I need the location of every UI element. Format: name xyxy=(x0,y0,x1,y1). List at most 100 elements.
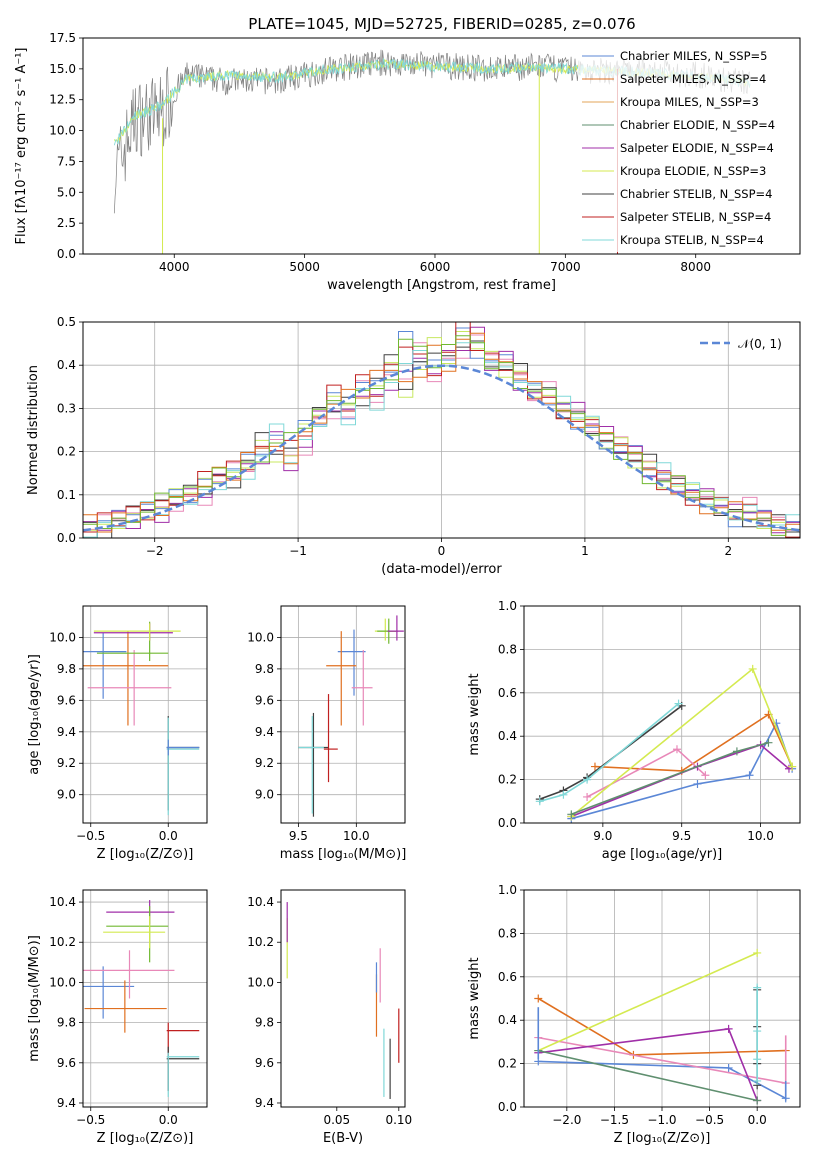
y-tick-label: 9.2 xyxy=(57,756,76,770)
y-tick-label: 0.0 xyxy=(57,531,76,545)
y-tick-label: 9.6 xyxy=(57,1056,76,1070)
y-tick-label: 9.0 xyxy=(255,788,274,802)
y-tick-label: 1.0 xyxy=(498,599,517,613)
x-axis-label: E(B-V) xyxy=(323,1131,363,1146)
y-tick-label: 0.4 xyxy=(57,358,76,372)
plot-area xyxy=(83,621,200,816)
x-tick-label: −0.5 xyxy=(76,1113,105,1127)
x-tick-label: −1.5 xyxy=(600,1113,629,1127)
y-tick-label: 10.4 xyxy=(247,895,274,909)
histogram-series xyxy=(83,335,800,536)
y-tick-label: 17.5 xyxy=(49,31,76,45)
gaussian-curve xyxy=(83,364,800,532)
y-tick-label: 0.0 xyxy=(57,247,76,261)
y-tick-label: 9.2 xyxy=(255,756,274,770)
legend: Chabrier MILES, N_SSP=5 Salpeter MILES, N… xyxy=(578,42,794,252)
plot-area xyxy=(298,615,404,817)
weight-marker xyxy=(753,1055,762,1064)
y-tick-label: 9.4 xyxy=(255,725,274,739)
axes-frame xyxy=(82,889,208,1108)
plot-area xyxy=(83,322,800,538)
legend-label: Salpeter ELODIE, N_SSP=4 xyxy=(620,141,774,155)
y-tick-label: 5.0 xyxy=(57,185,76,199)
weight-marker xyxy=(590,762,599,771)
weight-series xyxy=(571,743,790,818)
y-tick-label: 9.8 xyxy=(255,662,274,676)
plot-area xyxy=(83,900,200,1097)
axes-frame xyxy=(82,321,801,539)
plot-area xyxy=(286,902,400,1099)
y-tick-label: 9.4 xyxy=(255,1096,274,1110)
y-tick-label: 0.6 xyxy=(498,686,517,700)
y-tick-label: 1.0 xyxy=(498,883,517,897)
panel-weight_vs_age: 9.0 9.5 10.0 0.0 0.2 0.4 0.6 0.8 1.0 age [log₁₀(a… xyxy=(467,599,801,862)
panel-mass_vs_Z: −0.5 0.0 9.4 9.6 9.8 10.0 10.2 10.4 Z [log₁₀(Z/Z… xyxy=(27,889,208,1146)
x-tick-label: 10.0 xyxy=(747,829,774,843)
weight-series xyxy=(537,952,758,1052)
y-tick-label: 2.5 xyxy=(57,216,76,230)
x-tick-label: 0.10 xyxy=(385,1113,412,1127)
x-tick-label: 0.0 xyxy=(159,1113,178,1127)
x-tick-label: −1 xyxy=(289,544,307,558)
y-tick-label: 0.0 xyxy=(498,816,517,830)
weight-marker xyxy=(583,792,592,801)
y-axis-label: mass weight xyxy=(467,673,482,755)
panel-weight_vs_Z: −2.0 −1.5 −1.0 −0.5 0.0 0.0 0.2 0.4 0.6 0.8 1.0 Z [… xyxy=(467,883,801,1146)
weight-marker xyxy=(753,1096,762,1105)
y-tick-label: 0.2 xyxy=(498,1057,517,1071)
x-tick-label: 10.0 xyxy=(343,829,370,843)
y-axis-label: mass [log₁₀(M/M⊙)] xyxy=(27,935,42,1062)
weight-series xyxy=(539,702,680,803)
y-tick-label: 10.0 xyxy=(247,975,274,989)
weight-marker xyxy=(674,699,683,708)
weight-marker xyxy=(724,1024,733,1033)
axes-frame xyxy=(523,605,801,824)
plot-area xyxy=(535,664,797,823)
weight-marker xyxy=(672,745,681,754)
legend-label: Salpeter STELIB, N_SSP=4 xyxy=(620,210,771,224)
weight-marker xyxy=(753,948,762,957)
weight-series xyxy=(594,713,793,772)
y-axis-label: Normed distribution xyxy=(26,365,41,495)
weight-marker xyxy=(534,994,543,1003)
y-tick-label: 0.5 xyxy=(57,315,76,329)
weight-marker xyxy=(701,771,710,780)
x-tick-label: 0 xyxy=(438,544,446,558)
y-tick-label: 0.2 xyxy=(57,445,76,459)
legend-label: Chabrier STELIB, N_SSP=4 xyxy=(620,187,772,201)
weight-marker xyxy=(788,762,797,771)
weight-marker xyxy=(559,790,568,799)
legend-label: Salpeter MILES, N_SSP=4 xyxy=(620,72,766,86)
legend-label: Kroupa STELIB, N_SSP=4 xyxy=(620,233,764,247)
weight-marker xyxy=(764,738,773,747)
legend-label: Chabrier ELODIE, N_SSP=4 xyxy=(620,118,775,132)
weight-marker xyxy=(745,771,754,780)
legend-label: 𝒩(0, 1) xyxy=(738,337,782,351)
panel-mass_vs_ebv: 0.05 0.10 9.4 9.6 9.8 10.0 10.2 10.4 E(B-V) xyxy=(247,889,412,1146)
y-tick-label: 7.5 xyxy=(57,154,76,168)
weight-marker xyxy=(535,797,544,806)
y-tick-label: 10.2 xyxy=(49,935,76,949)
figure-title: PLATE=1045, MJD=52725, FIBERID=0285, z=0… xyxy=(248,15,635,33)
y-tick-label: 9.8 xyxy=(57,1016,76,1030)
x-axis-label: wavelength [Angstrom, rest frame] xyxy=(327,278,556,293)
axes-frame xyxy=(280,605,406,824)
x-tick-label: 9.5 xyxy=(289,829,308,843)
panel-age_vs_Z: −0.5 0.0 9.0 9.2 9.4 9.6 9.8 10.0 Z [log₁₀(Z/Z⊙)… xyxy=(27,605,208,862)
y-axis-label: mass weight xyxy=(467,957,482,1039)
x-tick-label: −2.0 xyxy=(552,1113,581,1127)
y-tick-label: 9.6 xyxy=(255,1056,274,1070)
x-tick-label: −0.5 xyxy=(76,829,105,843)
x-tick-label: 8000 xyxy=(680,260,711,274)
x-tick-label: 9.5 xyxy=(672,829,691,843)
x-tick-label: −2 xyxy=(146,544,164,558)
panel-residuals: −2 −1 0 1 2 0.0 0.1 0.2 0.3 0.4 0.5 (data-model)/er… xyxy=(26,315,801,577)
weight-series xyxy=(539,705,683,800)
axes-frame xyxy=(523,889,801,1108)
y-tick-label: 0.3 xyxy=(57,401,76,415)
y-tick-label: 0.4 xyxy=(498,729,517,743)
y-tick-label: 9.0 xyxy=(57,788,76,802)
panel-age_vs_mass: 9.5 10.0 9.0 9.2 9.4 9.6 9.8 10.0 mass [log₁₀(M/… xyxy=(247,605,406,862)
panel-spectrum: 4000 5000 6000 7000 8000 0.0 2.5 5.0 7.5 10.0 12.5… xyxy=(14,31,801,293)
